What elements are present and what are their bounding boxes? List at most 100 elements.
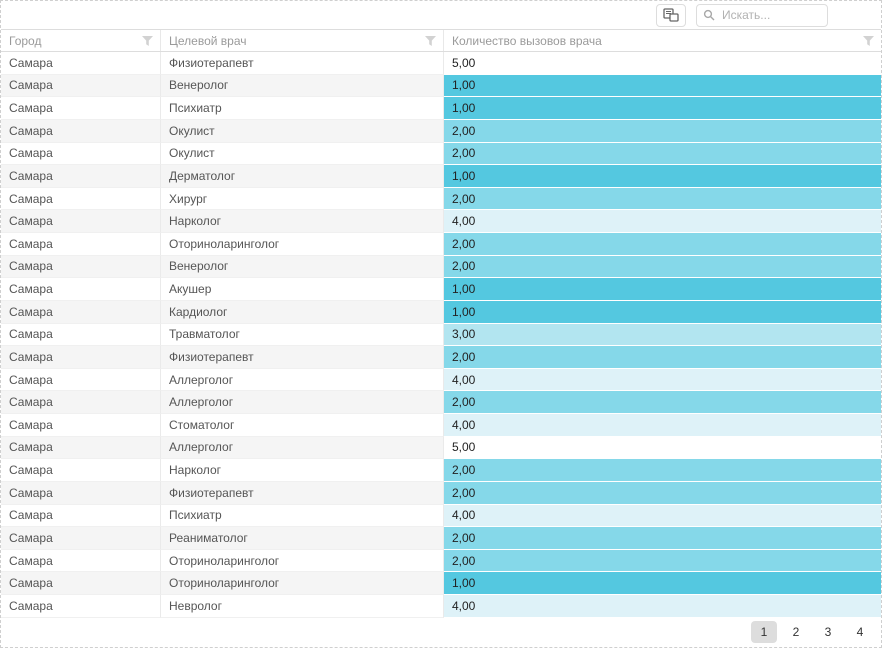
doctor-cell: Психиатр [161, 97, 444, 120]
table-row[interactable]: Самара Окулист 2,00 [1, 142, 881, 166]
column-header-doctor[interactable]: Целевой врач [161, 30, 444, 51]
table-row[interactable]: Самара Акушер 1,00 [1, 278, 881, 301]
value-cell: 4,00 [444, 368, 881, 392]
column-header-call-count[interactable]: Количество вызовов врача [444, 30, 881, 51]
doctor-cell: Оториноларинголог [161, 572, 444, 595]
doctor-cell: Аллерголог [161, 368, 444, 392]
grid-body: Самара Физиотерапевт 5,00 Самара Венерол… [1, 52, 881, 618]
city-cell: Самара [1, 368, 161, 392]
city-cell: Самара [1, 233, 161, 256]
table-row[interactable]: Самара Кардиолог 1,00 [1, 300, 881, 324]
filter-icon[interactable] [424, 35, 437, 47]
doctor-cell: Оториноларинголог [161, 549, 444, 573]
city-cell: Самара [1, 504, 161, 528]
value-cell: 2,00 [444, 119, 881, 143]
search-box[interactable] [696, 3, 828, 27]
doctor-cell: Стоматолог [161, 414, 444, 437]
table-row[interactable]: Самара Травматолог 3,00 [1, 323, 881, 347]
value-cell: 2,00 [444, 346, 881, 369]
pager-page-3[interactable]: 3 [824, 625, 832, 640]
value-cell: 3,00 [444, 323, 881, 347]
pager-page-2[interactable]: 2 [792, 625, 800, 640]
table-row[interactable]: Самара Хирург 2,00 [1, 187, 881, 211]
table-row[interactable]: Самара Психиатр 4,00 [1, 504, 881, 528]
value-cell: 4,00 [444, 210, 881, 233]
city-cell: Самара [1, 74, 161, 98]
doctor-cell: Акушер [161, 278, 444, 301]
grid-toolbar [1, 1, 881, 29]
column-header-label: Целевой врач [169, 33, 247, 48]
pager-page-4[interactable]: 4 [856, 625, 864, 640]
value-cell: 1,00 [444, 74, 881, 98]
doctor-cell: Реаниматолог [161, 527, 444, 550]
search-input[interactable] [720, 7, 821, 23]
table-row[interactable]: Самара Нарколог 4,00 [1, 210, 881, 233]
table-row[interactable]: Самара Психиатр 1,00 [1, 97, 881, 120]
city-cell: Самара [1, 527, 161, 550]
city-cell: Самара [1, 436, 161, 460]
table-row[interactable]: Самара Венеролог 1,00 [1, 74, 881, 98]
city-cell: Самара [1, 210, 161, 233]
column-header-city[interactable]: Город [1, 30, 161, 51]
doctor-cell: Психиатр [161, 504, 444, 528]
doctor-cell: Дерматолог [161, 165, 444, 188]
doctor-cell: Кардиолог [161, 300, 444, 324]
value-cell: 2,00 [444, 527, 881, 550]
table-row[interactable]: Самара Стоматолог 4,00 [1, 414, 881, 437]
doctor-cell: Травматолог [161, 323, 444, 347]
value-cell: 2,00 [444, 481, 881, 505]
value-cell: 1,00 [444, 278, 881, 301]
city-cell: Самара [1, 572, 161, 595]
city-cell: Самара [1, 142, 161, 166]
table-row[interactable]: Самара Аллерголог 2,00 [1, 391, 881, 414]
table-row[interactable]: Самара Оториноларинголог 2,00 [1, 549, 881, 573]
city-cell: Самара [1, 165, 161, 188]
table-row[interactable]: Самара Нарколог 2,00 [1, 459, 881, 482]
value-cell: 1,00 [444, 300, 881, 324]
table-row[interactable]: Самара Физиотерапевт 2,00 [1, 346, 881, 369]
doctor-cell: Венеролог [161, 255, 444, 279]
doctor-cell: Окулист [161, 142, 444, 166]
city-cell: Самара [1, 52, 161, 75]
doctor-cell: Физиотерапевт [161, 481, 444, 505]
city-cell: Самара [1, 187, 161, 211]
city-cell: Самара [1, 323, 161, 347]
copy-export-icon [663, 8, 679, 22]
value-cell: 2,00 [444, 233, 881, 256]
table-row[interactable]: Самара Венеролог 2,00 [1, 255, 881, 279]
table-row[interactable]: Самара Физиотерапевт 5,00 [1, 52, 881, 75]
filter-icon[interactable] [862, 35, 875, 47]
export-button[interactable] [656, 3, 686, 27]
table-row[interactable]: Самара Оториноларинголог 1,00 [1, 572, 881, 595]
table-row[interactable]: Самара Физиотерапевт 2,00 [1, 481, 881, 505]
value-cell: 4,00 [444, 595, 881, 618]
doctor-cell: Оториноларинголог [161, 233, 444, 256]
doctor-cell: Физиотерапевт [161, 346, 444, 369]
table-row[interactable]: Самара Дерматолог 1,00 [1, 165, 881, 188]
table-row[interactable]: Самара Окулист 2,00 [1, 119, 881, 143]
city-cell: Самара [1, 278, 161, 301]
city-cell: Самара [1, 97, 161, 120]
doctor-cell: Хирург [161, 187, 444, 211]
table-row[interactable]: Самара Реаниматолог 2,00 [1, 527, 881, 550]
value-cell: 2,00 [444, 255, 881, 279]
table-row[interactable]: Самара Аллерголог 4,00 [1, 368, 881, 392]
value-cell: 2,00 [444, 187, 881, 211]
table-row[interactable]: Самара Оториноларинголог 2,00 [1, 233, 881, 256]
city-cell: Самара [1, 414, 161, 437]
value-cell: 5,00 [444, 52, 881, 75]
pager-page-1[interactable]: 1 [751, 621, 777, 644]
table-row[interactable]: Самара Невролог 4,00 [1, 595, 881, 618]
city-cell: Самара [1, 549, 161, 573]
filter-icon[interactable] [141, 35, 154, 47]
column-header-label: Количество вызовов врача [452, 33, 602, 48]
grid-header: Город Целевой врач Количество вызовов вр… [1, 29, 881, 52]
value-cell: 2,00 [444, 459, 881, 482]
city-cell: Самара [1, 346, 161, 369]
city-cell: Самара [1, 595, 161, 618]
value-cell: 5,00 [444, 436, 881, 460]
table-row[interactable]: Самара Аллерголог 5,00 [1, 436, 881, 460]
